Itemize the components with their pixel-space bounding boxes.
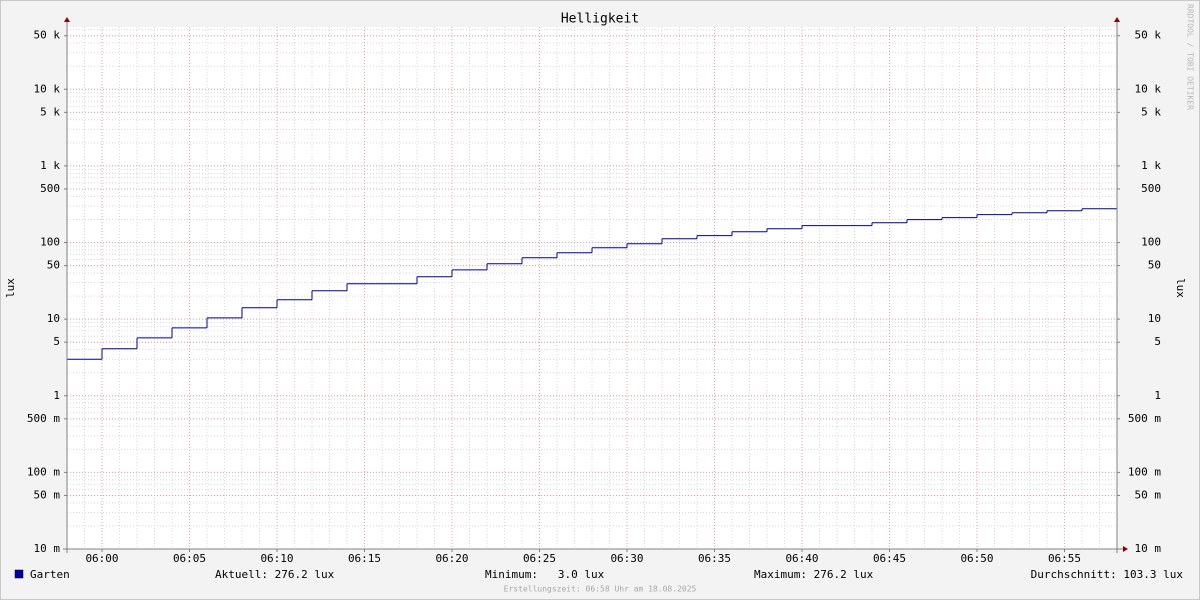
x-tick-label: 06:45	[873, 552, 906, 565]
y-tick-label: 10 k	[34, 82, 61, 95]
x-tick-label: 06:40	[785, 552, 818, 565]
y-tick-label-right: 5 k	[1141, 105, 1161, 118]
y-tick-label-right: 5	[1154, 335, 1161, 348]
legend-label: Garten	[30, 568, 70, 581]
y-tick-label: 100 m	[27, 465, 60, 478]
y-tick-label: 50 k	[34, 29, 61, 42]
y-tick-label-right: 50 m	[1135, 488, 1162, 501]
y-tick-label-right: 100	[1141, 236, 1161, 249]
y-tick-label: 5 k	[40, 105, 60, 118]
y-tick-label: 100	[40, 236, 60, 249]
x-tick-label: 06:05	[173, 552, 206, 565]
legend-swatch	[14, 569, 24, 579]
x-tick-label: 06:20	[435, 552, 468, 565]
footer: Erstellungszeit: 06:58 Uhr am 18.08.2025	[504, 585, 697, 594]
y-tick-label: 1	[53, 389, 60, 402]
y-tick-label-right: 1	[1154, 389, 1161, 402]
y-tick-label-right: 50	[1148, 259, 1161, 272]
x-tick-label: 06:00	[85, 552, 118, 565]
y-tick-label: 5	[53, 335, 60, 348]
grid	[66, 27, 1118, 550]
x-tick-label: 06:30	[610, 552, 643, 565]
y-tick-label: 500 m	[27, 412, 60, 425]
y-axis-label-right: lux	[1174, 278, 1187, 298]
chart-title: Helligkeit	[561, 12, 639, 27]
y-tick-label: 10	[47, 312, 60, 325]
x-tick-label: 06:35	[698, 552, 731, 565]
stat-label: Durchschnitt: 103.3 lux	[1031, 568, 1184, 581]
y-tick-label-right: 500 m	[1128, 412, 1161, 425]
x-tick-label: 06:55	[1048, 552, 1081, 565]
x-tick-label: 06:15	[348, 552, 381, 565]
y-tick-label-right: 1 k	[1141, 159, 1161, 172]
axis-arrow	[64, 17, 70, 22]
watermark: RRDTOOL / TOBI OETIKER	[1186, 4, 1195, 110]
x-tick-label: 06:25	[523, 552, 556, 565]
y-tick-label-right: 10 k	[1135, 82, 1162, 95]
y-tick-label: 10 m	[34, 542, 61, 555]
x-tick-label: 06:10	[260, 552, 293, 565]
x-tick-label: 06:50	[960, 552, 993, 565]
axes: 06:00 06:05 06:10 06:15 06:20 06:25 06:30 06:35…	[27, 17, 1161, 565]
y-tick-label-right: 10	[1148, 312, 1161, 325]
y-axis-label: lux	[4, 278, 17, 298]
y-tick-label-right: 500	[1141, 182, 1161, 195]
y-tick-label-right: 50 k	[1135, 29, 1162, 42]
series	[67, 208, 1117, 360]
y-tick-label: 1 k	[40, 159, 60, 172]
axis-arrow	[1114, 17, 1120, 22]
y-tick-label: 50 m	[34, 488, 61, 501]
y-tick-label: 500	[40, 182, 60, 195]
stat-label: Aktuell: 276.2 lux	[215, 568, 335, 581]
axis-arrow	[1123, 546, 1128, 552]
y-tick-label-right: 100 m	[1128, 465, 1161, 478]
stat-label: Maximum: 276.2 lux	[754, 568, 874, 581]
y-tick-label-right: 10 m	[1135, 542, 1162, 555]
y-tick-label: 50	[47, 259, 60, 272]
stat-label: Minimum: 3.0 lux	[485, 568, 605, 581]
